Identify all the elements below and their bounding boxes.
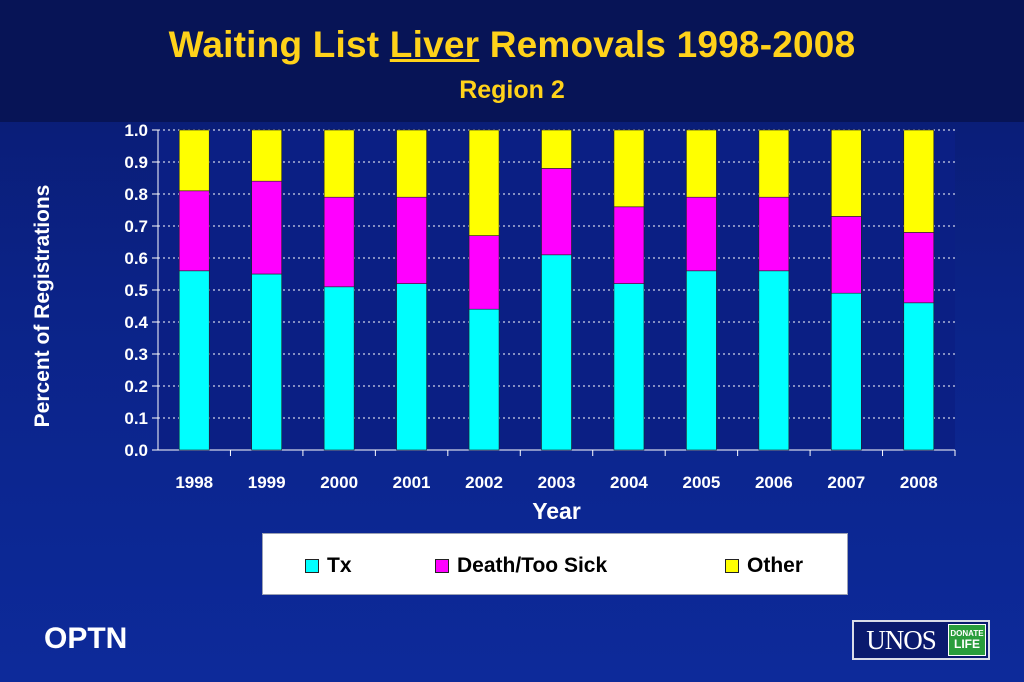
bar-other-2002	[468, 129, 500, 236]
x-tick-label-2006: 2006	[755, 473, 793, 492]
bar-other-2004	[613, 129, 645, 208]
x-tick-label-1999: 1999	[248, 473, 286, 492]
bar-other-2001	[396, 129, 427, 198]
y-tick-label: 0.6	[124, 249, 148, 268]
bar-death-too-sick-2005	[686, 196, 717, 272]
bar-tx-2000	[323, 286, 355, 451]
donate-life-line1: DONATE	[950, 629, 984, 638]
bar-other-2000	[323, 129, 355, 198]
bar-tx-2007	[831, 292, 862, 451]
y-tick-label: 0.2	[124, 377, 148, 396]
y-tick-label: 0.1	[124, 409, 148, 428]
unos-donate-life-logo: UNOS DONATE LIFE	[852, 620, 990, 660]
legend-swatch-death	[435, 559, 449, 573]
legend-swatch-tx	[305, 559, 319, 573]
bar-death-too-sick-2001	[396, 196, 427, 284]
bar-other-2007	[831, 129, 862, 217]
y-tick-label: 0.9	[124, 153, 148, 172]
x-axis-title: Year	[532, 498, 581, 524]
page-title: Waiting List Liver Removals 1998-2008	[168, 24, 856, 65]
bar-death-too-sick-2000	[323, 196, 355, 288]
y-tick-label: 0.4	[124, 313, 148, 332]
bar-tx-2001	[396, 283, 427, 451]
optn-label: OPTN	[44, 622, 128, 655]
legend-label-tx: Tx	[327, 554, 352, 577]
bar-tx-2003	[541, 254, 572, 451]
bar-tx-1999	[251, 273, 282, 451]
bar-other-2003	[541, 129, 572, 169]
bar-death-too-sick-2006	[758, 196, 790, 272]
bar-other-2006	[758, 129, 790, 198]
bar-death-too-sick-2007	[831, 216, 862, 294]
bar-other-2005	[686, 129, 717, 198]
unos-logo-text: UNOS	[866, 624, 937, 655]
header-band	[0, 0, 1024, 122]
bar-tx-2008	[903, 302, 935, 451]
x-tick-label-2003: 2003	[538, 473, 576, 492]
bar-death-too-sick-1999	[251, 180, 282, 275]
donate-life-line2: LIFE	[954, 637, 980, 651]
bar-tx-2006	[758, 270, 790, 451]
bar-other-1999	[251, 129, 282, 182]
bar-other-1998	[178, 129, 210, 192]
bar-other-2008	[903, 129, 935, 233]
bar-death-too-sick-2008	[903, 232, 935, 304]
y-tick-label: 0.0	[124, 441, 148, 460]
x-tick-label-2000: 2000	[320, 473, 358, 492]
bar-tx-1998	[178, 270, 210, 451]
page-subtitle: Region 2	[459, 76, 565, 104]
bar-tx-2002	[468, 308, 500, 451]
y-tick-label: 0.3	[124, 345, 148, 364]
x-tick-label-1998: 1998	[175, 473, 213, 492]
y-tick-label: 1.0	[124, 121, 148, 140]
bar-death-too-sick-2003	[541, 168, 572, 256]
y-axis-title: Percent of Registrations	[31, 185, 54, 428]
x-tick-label-2001: 2001	[393, 473, 431, 492]
bar-death-too-sick-2004	[613, 206, 645, 284]
bar-tx-2004	[613, 283, 645, 451]
x-tick-label-2007: 2007	[827, 473, 865, 492]
legend-item-death: Death/Too Sick	[435, 554, 607, 578]
x-tick-label-2005: 2005	[682, 473, 720, 492]
donate-life-badge: DONATE LIFE	[948, 624, 986, 656]
legend-item-other: Other	[725, 554, 803, 578]
x-tick-label-2008: 2008	[900, 473, 938, 492]
legend-label-death: Death/Too Sick	[457, 554, 608, 577]
y-tick-label: 0.7	[124, 217, 148, 236]
chart-legend: Tx Death/Too Sick Other	[262, 533, 848, 595]
legend-label-other: Other	[747, 554, 804, 577]
bar-death-too-sick-1998	[178, 190, 210, 272]
x-tick-label-2004: 2004	[610, 473, 648, 492]
x-tick-label-2002: 2002	[465, 473, 503, 492]
y-tick-label: 0.8	[124, 185, 148, 204]
legend-swatch-other	[725, 559, 739, 573]
legend-item-tx: Tx	[305, 554, 352, 578]
bar-tx-2005	[686, 270, 717, 451]
y-tick-label: 0.5	[124, 281, 148, 300]
bar-death-too-sick-2002	[468, 235, 500, 310]
